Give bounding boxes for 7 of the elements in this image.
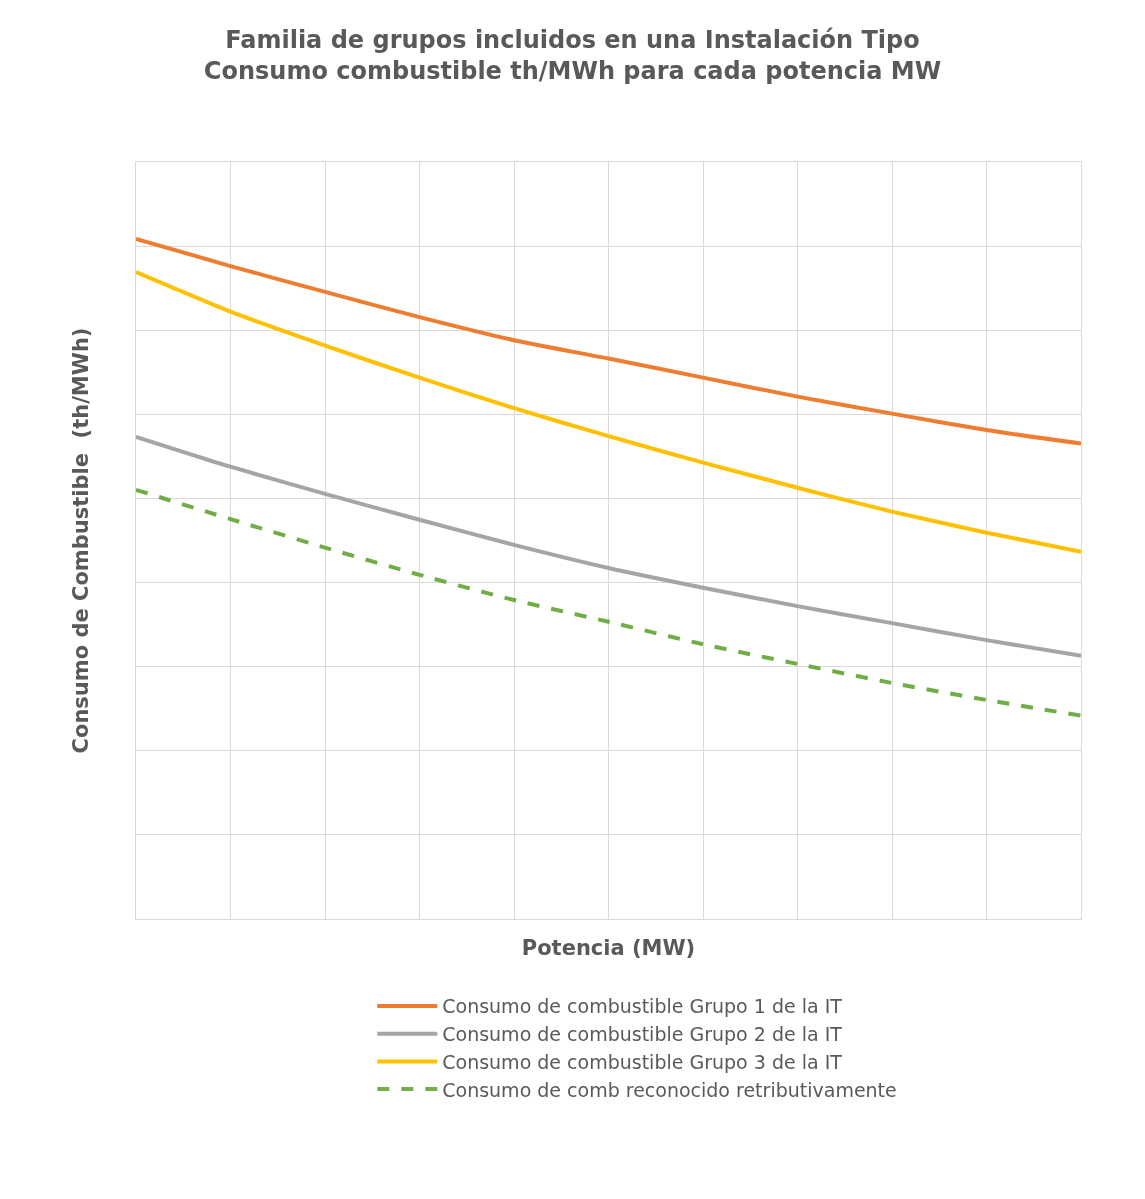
chart-title: Familia de grupos incluidos en una Instalación Tipo Consumo combustible th/MWh para cada potencia MW — [203, 25, 942, 86]
legend-label: Consumo de comb reconocido retributivamente — [442, 1078, 897, 1101]
legend-label: Consumo de combustible Grupo 1 de la IT — [442, 995, 843, 1018]
x-axis-title: Potencia (MW) — [521, 936, 696, 961]
y-axis-title: Consumo de Combustible (th/MWh) — [69, 327, 94, 754]
legend-label: Consumo de combustible Grupo 3 de la IT — [442, 1050, 843, 1073]
legend-label: Consumo de combustible Grupo 2 de la IT — [442, 1023, 843, 1046]
